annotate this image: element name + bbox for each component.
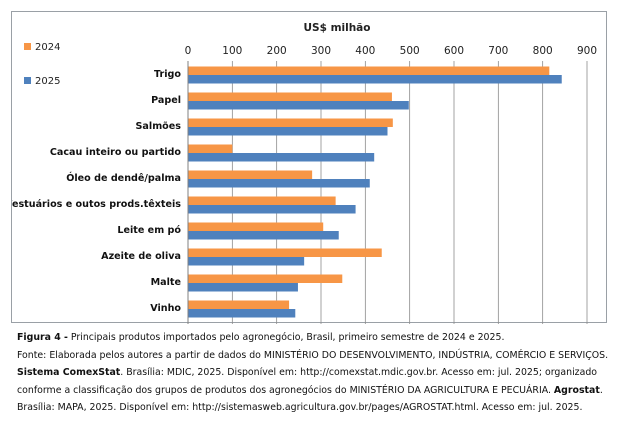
legend-label-2025: 2025	[35, 76, 60, 87]
bar-2024	[188, 300, 290, 309]
category-label: Leite em pó	[117, 224, 181, 236]
legend-label-2024: 2024	[35, 42, 60, 53]
bar-2024	[188, 222, 324, 231]
bar-2025	[188, 101, 409, 110]
bar-2025	[188, 257, 305, 266]
bar-2024	[188, 274, 343, 283]
legend-swatch-2025	[24, 77, 31, 84]
caption-source-bold1: Sistema ComexStat	[17, 367, 121, 379]
category-label: Salmões	[136, 121, 182, 132]
bar-2024	[188, 144, 233, 153]
bar-2024	[188, 118, 393, 127]
category-label: Trigo	[154, 69, 181, 80]
x-tick-label: 300	[311, 45, 331, 57]
bar-2024	[188, 92, 392, 101]
category-label: Cacau inteiro ou partido	[50, 147, 182, 158]
category-label: Vestuários e outos prods.têxteis	[12, 198, 181, 210]
x-tick-label: 200	[267, 45, 287, 57]
bar-2024	[188, 66, 550, 75]
bar-2025	[188, 153, 375, 162]
bar-2024	[188, 196, 336, 205]
category-labels: Trigo Papel Salmões Cacau inteiro ou partid…	[12, 69, 181, 314]
caption-source-line3: conforme a classificação dos grupos de p…	[17, 384, 554, 396]
x-tick-label: 100	[222, 45, 242, 57]
caption-source-line3b: .	[599, 384, 603, 396]
x-tick-label: 500	[400, 45, 420, 57]
x-tick-label: 0	[185, 45, 192, 57]
legend-swatch-2024	[24, 43, 31, 50]
chart-frame: US$ milhão 2024 2025 0 100 200 300 400 500 600 7…	[11, 11, 607, 324]
caption-figure-label: Figura 4 -	[17, 332, 68, 343]
caption-title: Figura 4 - Principais produtos importado…	[17, 329, 609, 347]
bar-2025	[188, 309, 296, 318]
category-label: Malte	[151, 277, 182, 288]
bar-chart: US$ milhão 2024 2025 0 100 200 300 400 500 600 7…	[12, 22, 597, 324]
x-tick-label: 400	[355, 45, 375, 57]
x-tick-label: 900	[577, 45, 597, 57]
category-label: Óleo de dendê/palma	[66, 171, 181, 184]
bar-2025	[188, 127, 388, 136]
category-label: Papel	[151, 95, 181, 106]
x-tick-label: 800	[533, 45, 553, 57]
category-label: Vinho	[150, 303, 181, 314]
caption-source: Fonte: Elaborada pelos autores a partir …	[17, 347, 609, 417]
caption-source-line4: Brasília: MAPA, 2025. Disponível em: htt…	[17, 402, 583, 414]
caption-figure-text: Principais produtos importados pelo agro…	[67, 332, 505, 343]
x-tick-labels: 0 100 200 300 400 500 600 700 800 900	[185, 45, 597, 57]
caption-source-bold2: Agrostat	[553, 384, 600, 396]
bar-2024	[188, 170, 313, 179]
bar-2025	[188, 179, 370, 188]
x-tick-label: 600	[444, 45, 464, 57]
chart-title: US$ milhão	[304, 22, 371, 34]
bar-2025	[188, 283, 298, 292]
x-tick-label: 700	[488, 45, 508, 57]
bar-2025	[188, 75, 562, 84]
caption-source-line2: . Brasília: MDIC, 2025. Disponível em: h…	[120, 367, 598, 379]
caption-source-line1: Fonte: Elaborada pelos autores a partir …	[17, 349, 609, 361]
bar-2025	[188, 231, 339, 240]
category-label: Azeite de oliva	[101, 251, 181, 262]
figure-caption: Figura 4 - Principais produtos importado…	[17, 329, 609, 417]
bar-2025	[188, 205, 356, 214]
legend: 2024 2025	[24, 42, 60, 87]
bar-2024	[188, 248, 382, 257]
bars	[188, 66, 562, 318]
